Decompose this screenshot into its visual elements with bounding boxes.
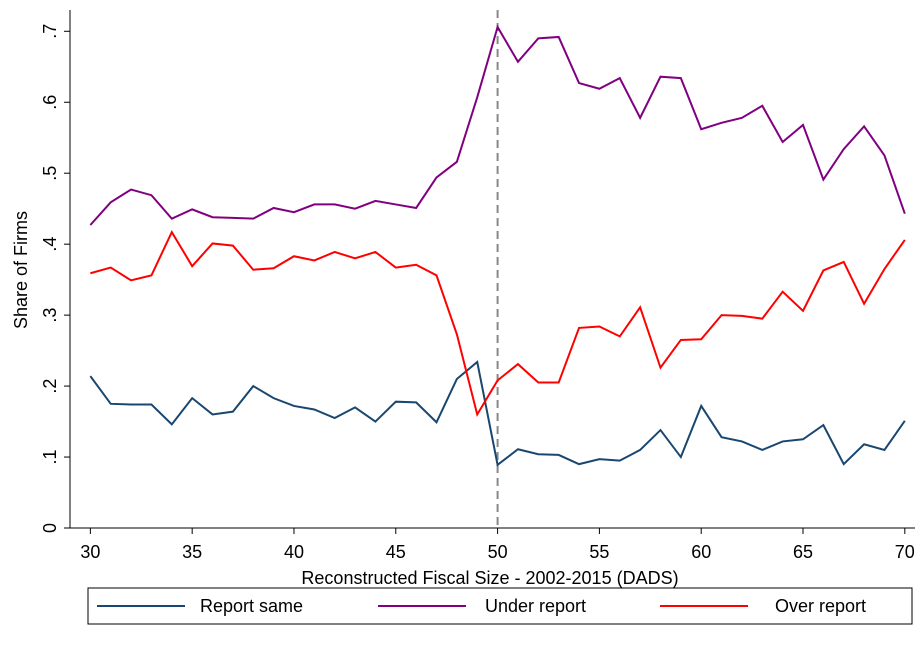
x-tick-label: 50 <box>488 542 508 562</box>
y-axis-label: Share of Firms <box>11 211 31 329</box>
x-tick-label: 55 <box>589 542 609 562</box>
y-tick-label: .2 <box>40 379 60 394</box>
legend-label: Under report <box>485 596 586 616</box>
y-tick-label: .7 <box>40 24 60 39</box>
x-tick-label: 35 <box>182 542 202 562</box>
legend-label: Over report <box>775 596 866 616</box>
y-tick-label: 0 <box>40 523 60 533</box>
y-tick-label: .5 <box>40 166 60 181</box>
x-tick-label: 60 <box>691 542 711 562</box>
y-tick-label: .1 <box>40 450 60 465</box>
x-tick-label: 65 <box>793 542 813 562</box>
x-axis-label: Reconstructed Fiscal Size - 2002-2015 (D… <box>301 568 678 588</box>
series-line <box>89 360 906 467</box>
x-tick-label: 40 <box>284 542 304 562</box>
y-tick-label: .3 <box>40 308 60 323</box>
x-tick-label: 45 <box>386 542 406 562</box>
y-tick-label: .4 <box>40 237 60 252</box>
x-tick-label: 70 <box>895 542 915 562</box>
legend-label: Report same <box>200 596 303 616</box>
legend-box <box>87 587 913 625</box>
series-line <box>90 229 906 418</box>
y-tick-label: .6 <box>40 95 60 110</box>
x-tick-label: 30 <box>80 542 100 562</box>
series-line <box>89 24 906 226</box>
